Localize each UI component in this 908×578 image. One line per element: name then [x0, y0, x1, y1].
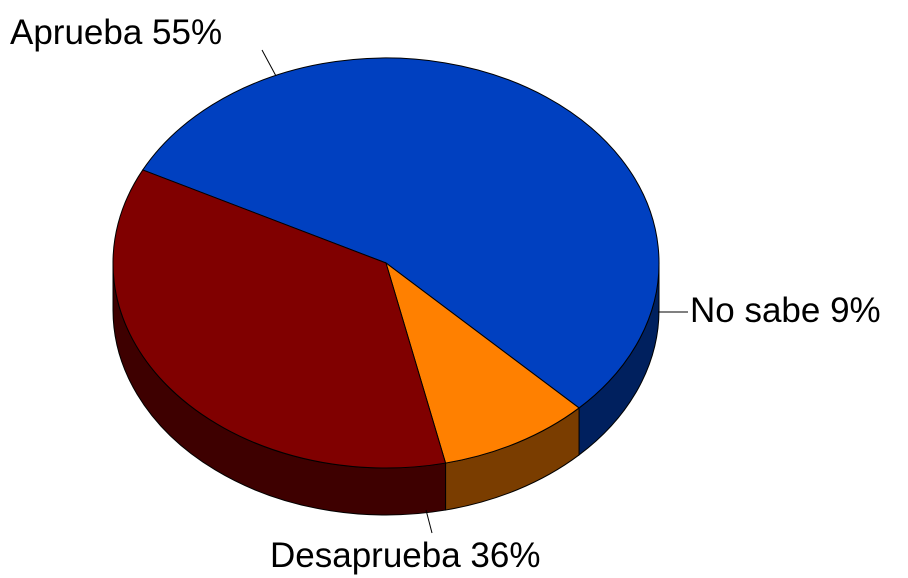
- slice-label-desaprueba: Desaprueba 36%: [270, 536, 540, 575]
- pie-slices: [112, 57, 660, 469]
- pie-slice-no-sabe: [385, 261, 580, 464]
- pie-slice-aprueba: [141, 57, 660, 409]
- pie-slice-desaprueba: [112, 169, 447, 469]
- leader-line-aprueba: [261, 49, 277, 77]
- slice-label-aprueba: Aprueba 55%: [10, 13, 222, 52]
- slice-labels: Aprueba 55% No sabe 9% Desaprueba 36%: [10, 13, 881, 575]
- slice-label-no-sabe: No sabe 9%: [690, 291, 881, 330]
- leader-line-desaprueba: [425, 509, 433, 534]
- leader-lines: [261, 49, 688, 534]
